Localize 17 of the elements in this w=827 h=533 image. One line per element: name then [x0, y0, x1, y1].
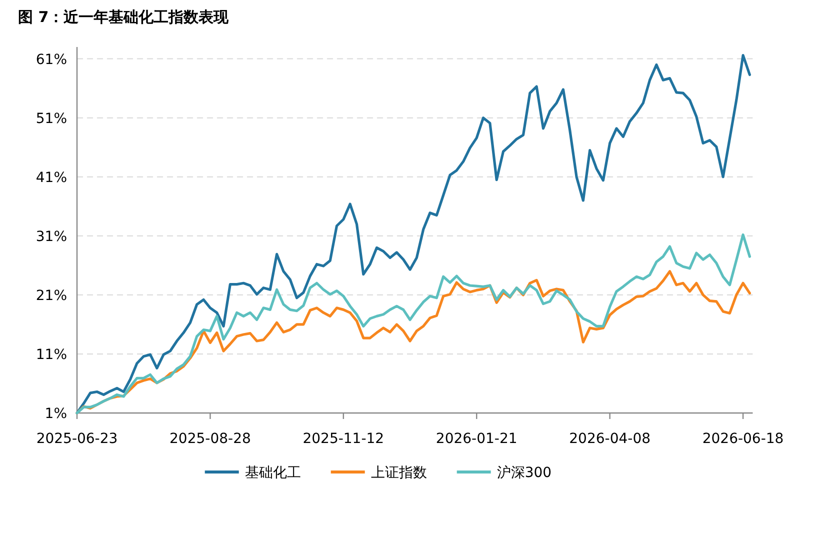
- legend-label: 基础化工: [244, 465, 301, 481]
- y-tick-label: 11%: [36, 346, 67, 363]
- legend-label: 沪深300: [496, 465, 552, 481]
- x-tick-label: 2026-04-08: [569, 431, 651, 447]
- x-tick-label: 2025-06-23: [36, 431, 118, 447]
- y-tick-label: 41%: [36, 170, 67, 186]
- x-tick-label: 2026-01-21: [436, 431, 518, 447]
- y-tick-label: 1%: [44, 406, 67, 422]
- x-tick-label: 2025-11-12: [302, 431, 384, 447]
- y-tick-label: 31%: [36, 228, 67, 245]
- y-tick-label: 51%: [36, 110, 67, 127]
- x-tick-label: 2026-06-18: [702, 431, 784, 447]
- chart-title: 图 7：近一年基础化工指数表现: [18, 8, 230, 26]
- y-tick-label: 21%: [36, 288, 67, 304]
- y-tick-label: 61%: [36, 52, 67, 68]
- x-tick-label: 2025-08-28: [170, 431, 251, 447]
- legend-label: 上证指数: [370, 465, 427, 481]
